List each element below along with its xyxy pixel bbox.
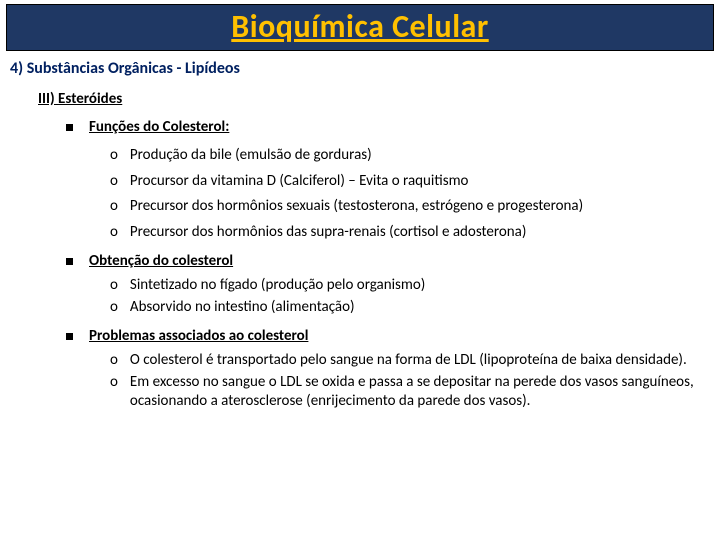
circle-marker-icon: o [110, 146, 118, 166]
bullet-group-obtencao: Obtenção do colesterol [0, 242, 720, 270]
list-item: o Absorvido no intestino (alimentação) [110, 296, 710, 318]
list-item: o Produção da bile (emulsão de gorduras) [110, 140, 710, 166]
group-label: Obtenção do colesterol [89, 252, 233, 270]
subsection-heading: III) Esteróides [0, 78, 720, 108]
circle-list-problemas: o O colesterol é transportado pelo sangue… [0, 345, 720, 412]
list-item: o Procursor da vitamina D (Calciferol) – … [110, 166, 710, 192]
bullet-group-funcoes: Funções do Colesterol: [0, 108, 720, 136]
item-text: O colesterol é transportado pelo sangue … [130, 351, 687, 371]
item-text: Procursor da vitamina D (Calciferol) – E… [130, 172, 469, 192]
bullet-group-problemas: Problemas associados ao colesterol [0, 317, 720, 345]
item-text: Em excesso no sangue o LDL se oxida e pa… [130, 373, 710, 412]
item-text: Absorvido no intestino (alimentação) [130, 298, 355, 318]
section-heading: 4) Substâncias Orgânicas - Lipídeos [0, 51, 720, 78]
circle-marker-icon: o [110, 373, 118, 393]
item-text: Precursor dos hormônios das supra-renais… [130, 223, 526, 243]
square-bullet-icon [66, 333, 73, 340]
group-label: Problemas associados ao colesterol [89, 327, 308, 345]
page-title: Bioquímica Celular [231, 7, 488, 46]
item-text: Precursor dos hormônios sexuais (testost… [130, 197, 583, 217]
list-item: o O colesterol é transportado pelo sangue… [110, 349, 710, 371]
circle-marker-icon: o [110, 276, 118, 296]
circle-marker-icon: o [110, 172, 118, 192]
item-text: Sintetizado no fígado (produção pelo org… [130, 276, 425, 296]
list-item: o Sintetizado no fígado (produção pelo or… [110, 274, 710, 296]
group-label: Funções do Colesterol: [89, 118, 229, 136]
circle-marker-icon: o [110, 298, 118, 318]
square-bullet-icon [66, 258, 73, 265]
circle-list-obtencao: o Sintetizado no fígado (produção pelo or… [0, 270, 720, 317]
circle-marker-icon: o [110, 351, 118, 371]
item-text: Produção da bile (emulsão de gorduras) [130, 146, 372, 166]
list-item: o Em excesso no sangue o LDL se oxida e p… [110, 371, 710, 412]
circle-marker-icon: o [110, 223, 118, 243]
square-bullet-icon [66, 124, 73, 131]
list-item: o Precursor dos hormônios sexuais (testos… [110, 191, 710, 217]
title-bar: Bioquímica Celular [6, 4, 714, 51]
circle-marker-icon: o [110, 197, 118, 217]
circle-list-funcoes: oProdução da bile (emulsão de gorduras) … [0, 136, 720, 242]
list-item: o Precursor dos hormônios das supra-renai… [110, 217, 710, 243]
